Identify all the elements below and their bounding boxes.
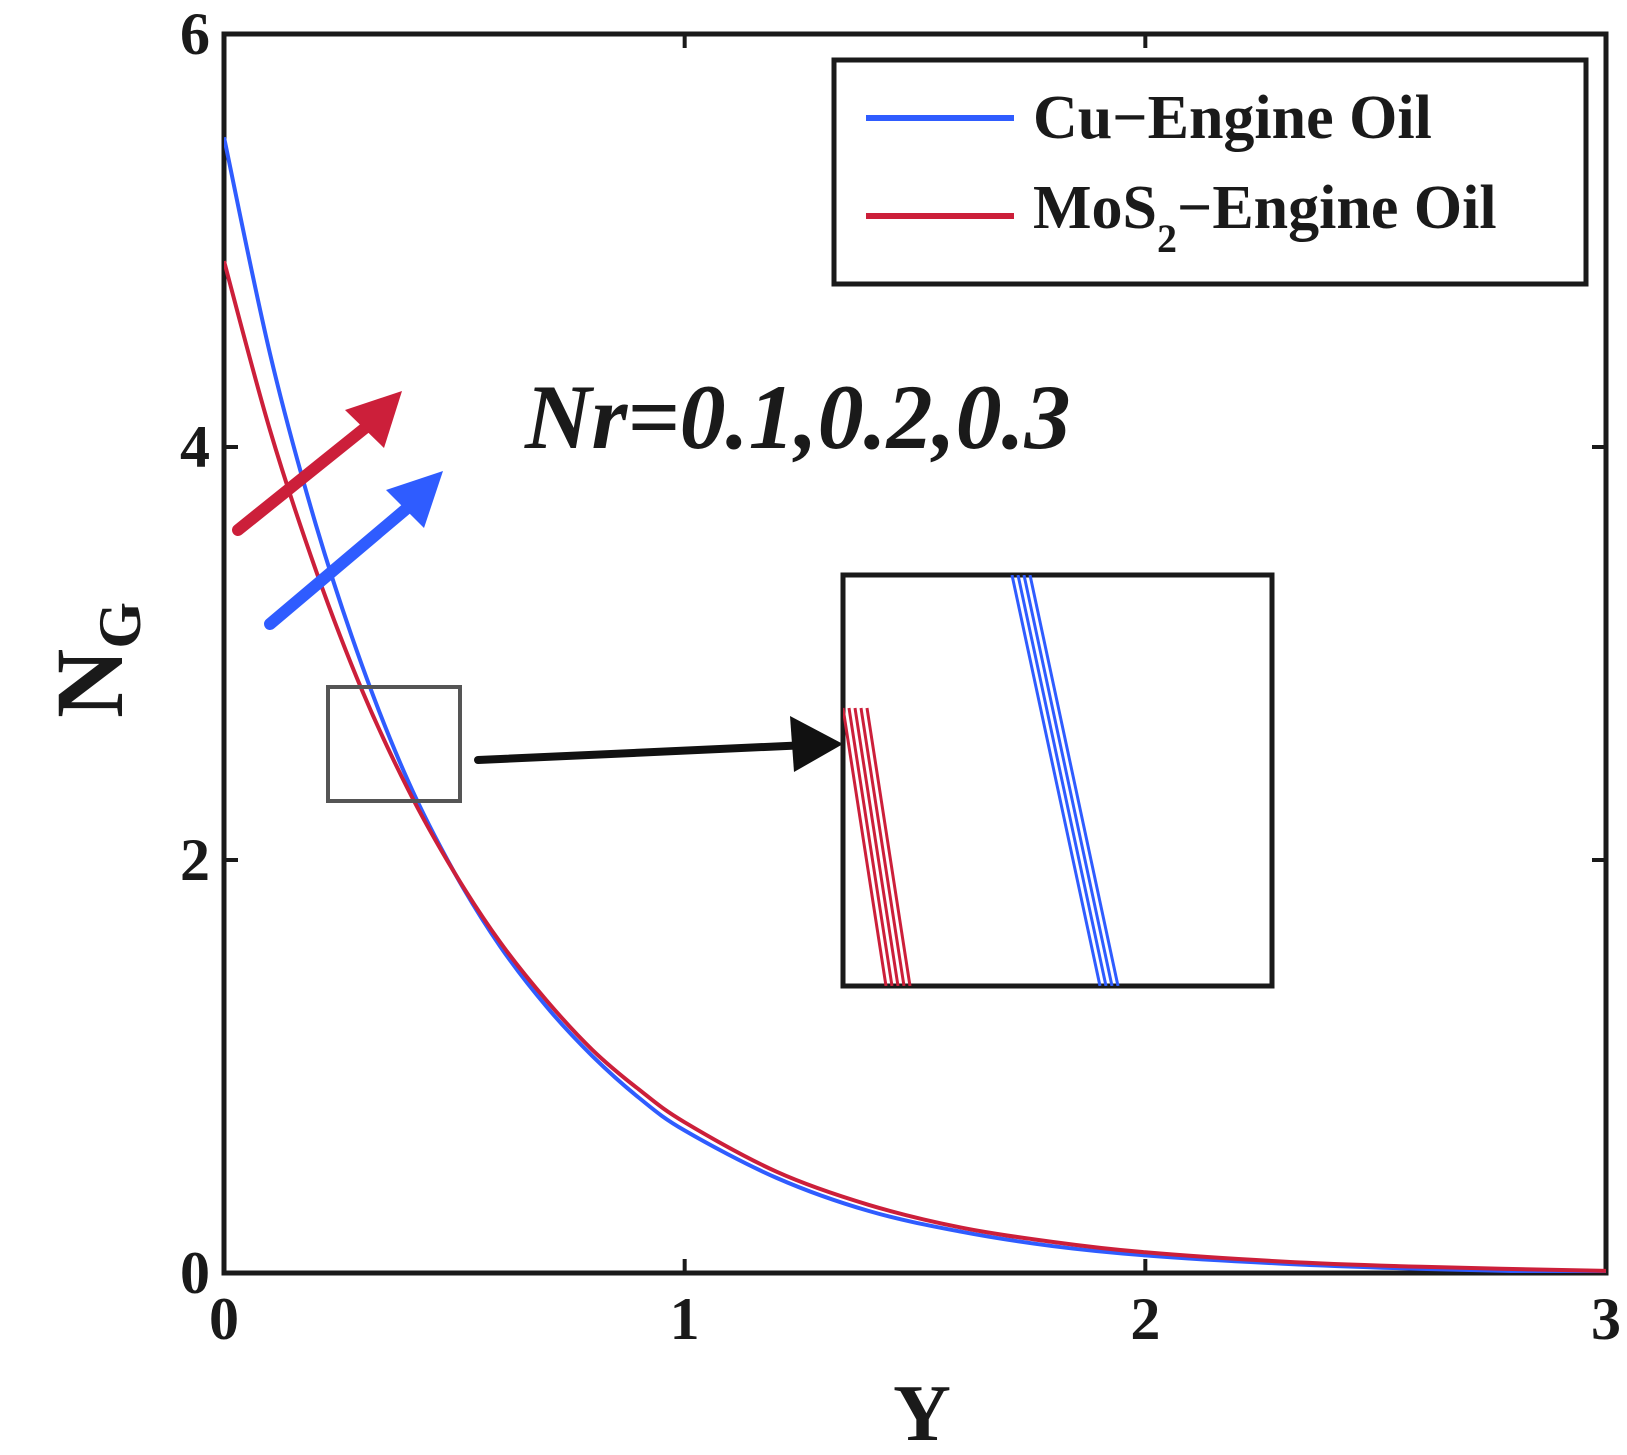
x-axis-ticks: 0 1 2 3 xyxy=(209,34,1621,1352)
legend-label-cu: Cu−Engine Oil xyxy=(1033,84,1432,152)
series-line-mos2-engine-oil xyxy=(224,260,1606,1273)
plot-area xyxy=(224,136,1606,1273)
y-tick-label: 0 xyxy=(180,1240,210,1306)
zoom-pointer-arrow xyxy=(474,716,843,772)
direction-arrow-blue xyxy=(264,471,443,630)
zoom-inset xyxy=(840,572,1275,989)
x-tick-label: 1 xyxy=(670,1286,700,1352)
x-axis-title: Υ xyxy=(893,1370,951,1455)
x-tick-label: 2 xyxy=(1130,1286,1160,1352)
parameter-annotation: Nr=0.1,0.2,0.3 xyxy=(524,366,1071,468)
x-tick-label: 0 xyxy=(209,1286,239,1352)
y-tick-label: 6 xyxy=(180,1,210,67)
series-line-cu-engine-oil xyxy=(224,136,1606,1273)
legend-label-mos2: MoS2−Engine Oil xyxy=(1033,174,1497,261)
y-tick-label: 4 xyxy=(180,414,210,480)
svg-text:NG: NG xyxy=(36,602,153,718)
inset-blue-strands xyxy=(1010,575,1120,986)
inset-red-strands xyxy=(843,707,912,986)
y-tick-label: 2 xyxy=(180,827,210,893)
zoom-region-box xyxy=(326,685,462,803)
y-axis-ticks: 0 2 4 6 xyxy=(180,1,1606,1306)
y-axis-title: NG xyxy=(36,602,153,718)
direction-arrow-red xyxy=(232,391,402,536)
x-tick-label: 3 xyxy=(1591,1286,1621,1352)
legend: Cu−Engine Oil MoS2−Engine Oil xyxy=(831,57,1589,287)
